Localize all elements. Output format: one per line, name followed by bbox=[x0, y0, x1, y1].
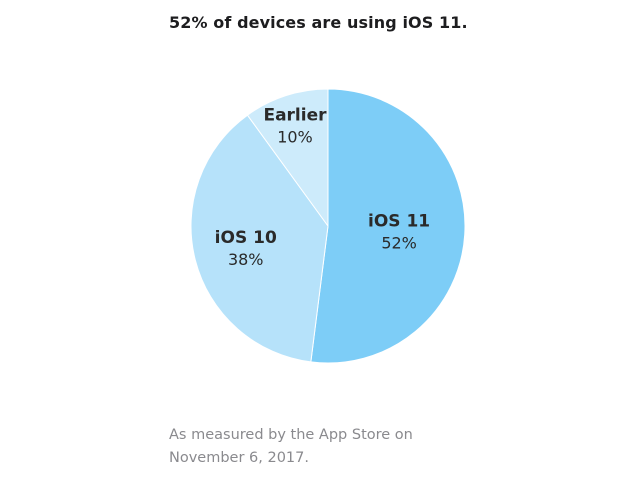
pie-slice-ios-11 bbox=[310, 88, 466, 364]
pie-slice-earlier bbox=[246, 88, 329, 228]
slice-value-ios-10: 38% bbox=[228, 250, 264, 269]
slice-value-ios-11: 52% bbox=[381, 233, 417, 252]
slice-value-earlier: 10% bbox=[277, 127, 313, 146]
footnote: As measured by the App Store on November… bbox=[169, 424, 469, 470]
footnote-line-2: November 6, 2017. bbox=[169, 450, 309, 466]
pie-chart: iOS 11 52% iOS 10 38% Earlier 10% bbox=[190, 88, 466, 364]
slice-label-ios-10: iOS 10 bbox=[215, 228, 277, 248]
footnote-line-1: As measured by the App Store on bbox=[169, 427, 413, 443]
slice-label-ios-11: iOS 11 bbox=[368, 211, 430, 231]
pie-slice-ios-10 bbox=[190, 114, 329, 363]
slice-label-earlier: Earlier bbox=[263, 105, 327, 125]
chart-title: 52% of devices are using iOS 11. bbox=[169, 13, 468, 32]
